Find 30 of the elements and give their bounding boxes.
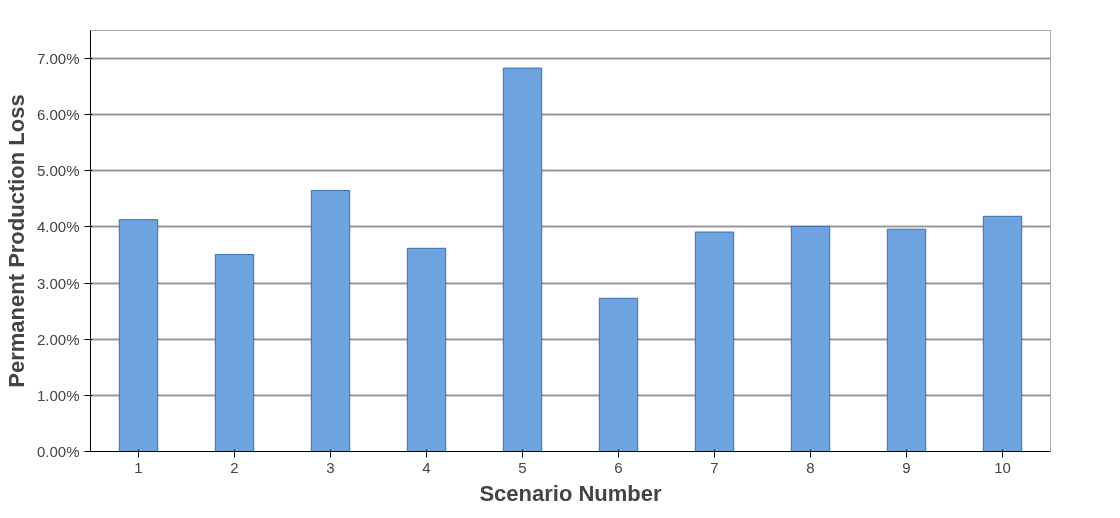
bar [598,297,639,452]
y-tick-label: 2.00% [36,330,80,348]
bar [214,253,255,452]
x-tick-label: 2 [230,458,239,476]
bar [502,67,543,452]
bar [694,231,735,452]
y-tick-label: 7.00% [36,50,80,68]
x-axis-title: Scenario Number [479,480,663,506]
bar [118,219,159,452]
bar [982,215,1023,452]
x-tick-label: 10 [994,458,1011,476]
y-tick-label: 0.00% [36,443,80,460]
x-tick-label: 4 [422,458,431,476]
y-axis-title: Permanent Production Loss [3,94,29,388]
bar [886,228,927,452]
x-tick-label: 5 [518,458,527,476]
x-tick-label: 3 [326,458,335,476]
x-tick-label: 7 [710,458,719,476]
x-tick-label: 6 [614,458,623,476]
y-tick-label: 5.00% [36,162,80,180]
y-tick-label: 4.00% [36,218,80,236]
x-tick-label: 8 [806,458,815,476]
x-tick-label: 9 [902,458,911,476]
bar [310,189,351,452]
bar [406,247,447,452]
y-tick-label: 1.00% [36,386,80,404]
y-tick-label: 3.00% [36,274,80,292]
bar [790,225,831,452]
x-tick-label: 1 [134,458,143,476]
y-tick-label: 6.00% [36,106,80,124]
